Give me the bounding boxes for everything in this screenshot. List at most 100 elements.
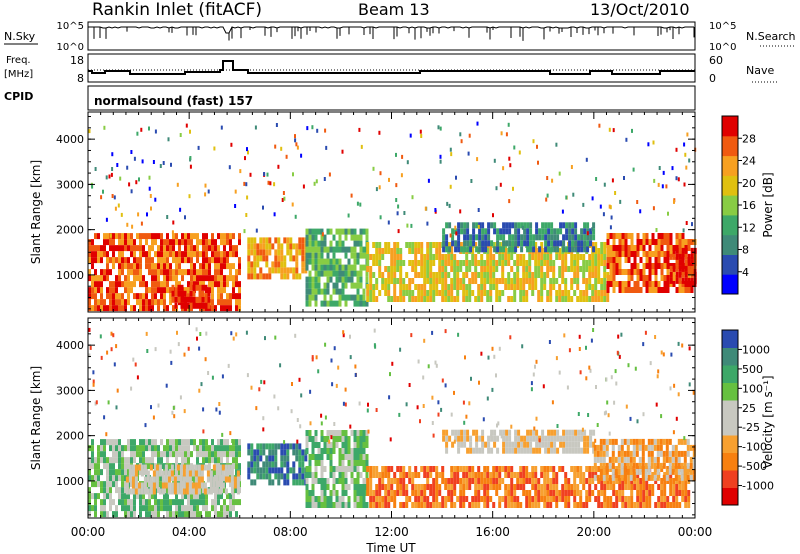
echo-cell (683, 182, 686, 187)
echo-cell (211, 293, 214, 300)
echo-cell (149, 476, 153, 483)
echo-cell (178, 511, 181, 518)
echo-cell (438, 248, 442, 254)
echo-cell (477, 496, 481, 502)
echo-cell (678, 490, 682, 496)
echo-cell (199, 281, 202, 288)
cpid-panel-frame (87, 85, 696, 111)
echo-cell (630, 484, 634, 490)
echo-cell (561, 260, 565, 266)
echo-cell (399, 296, 403, 302)
echo-cell (680, 438, 684, 445)
echo-cell (359, 252, 363, 259)
echo-cell (205, 293, 208, 300)
echo-cell (193, 505, 196, 512)
echo-cell (109, 445, 112, 452)
echo-cell (508, 447, 512, 454)
echo-cell (519, 260, 523, 266)
echo-cell (315, 355, 318, 360)
echo-cell (130, 239, 133, 246)
echo-cell (223, 287, 226, 294)
echo-cell (365, 228, 369, 235)
echo-cell (639, 484, 643, 490)
echo-cell (620, 450, 624, 457)
echo-cell (462, 502, 466, 508)
echo-cell (423, 296, 427, 302)
echo-cell (642, 342, 645, 347)
echo-cell (528, 278, 532, 284)
echo-cell (91, 493, 94, 500)
echo-cell (624, 257, 628, 263)
echo-cell (633, 263, 637, 269)
echo-cell (247, 261, 251, 268)
echo-cell (405, 496, 409, 502)
echo-cell (618, 496, 622, 502)
echo-cell (100, 487, 103, 494)
echo-cell (480, 272, 484, 278)
echo-cell (621, 233, 625, 239)
echo-cell (121, 451, 124, 458)
echo-cell (672, 502, 676, 508)
echo-cell (537, 266, 541, 272)
echo-cell (393, 278, 397, 284)
echo-cell (402, 466, 406, 472)
echo-cell (475, 429, 479, 436)
echo-cell (362, 478, 366, 484)
echo-cell (317, 478, 321, 484)
echo-cell (103, 415, 106, 420)
echo-cell (465, 272, 469, 278)
echo-cell (253, 249, 257, 256)
echo-cell (353, 490, 357, 496)
echo-cell (121, 281, 124, 288)
echo-cell (308, 252, 312, 259)
echo-cell (286, 249, 290, 256)
echo-cell (362, 466, 366, 472)
echo-cell (615, 251, 619, 257)
echo-cell (235, 463, 238, 470)
echo-cell (190, 499, 193, 506)
echo-cell (636, 419, 639, 424)
echo-cell (588, 365, 591, 370)
echo-cell (88, 487, 91, 494)
echo-cell (562, 447, 566, 454)
colorbar-swatch (722, 214, 738, 236)
x-tick-labels: 00:00 04:00 08:00 12:00 16:00 20:00 00:00 (71, 525, 713, 539)
echo-cell (663, 496, 667, 502)
echo-cell (323, 288, 327, 295)
echo-cell (305, 490, 309, 496)
echo-cell (456, 296, 460, 302)
echo-cell (207, 296, 211, 303)
echo-cell (675, 176, 678, 181)
echo-cell (576, 260, 580, 266)
echo-cell (106, 475, 109, 482)
echo-cell (367, 429, 370, 434)
echo-cell (178, 505, 181, 512)
echo-cell (493, 246, 497, 253)
echo-cell (94, 475, 97, 482)
echo-cell (211, 375, 214, 380)
echo-cell (662, 170, 665, 175)
echo-cell (445, 435, 449, 442)
echo-cell (305, 484, 309, 490)
echo-cell (217, 281, 220, 288)
echo-cell (588, 472, 592, 478)
echo-cell (588, 484, 592, 490)
echo-cell (681, 478, 685, 484)
echo-cell (127, 275, 130, 282)
echo-cell (478, 435, 482, 442)
cpid-program: normalsound (fast) 157 (94, 94, 253, 108)
echo-cell (218, 488, 222, 495)
echo-cell (229, 493, 232, 500)
echo-cell (157, 269, 160, 276)
echo-cell (188, 476, 192, 483)
echo-cell (624, 245, 628, 251)
echo-cell (471, 260, 475, 266)
echo-cell (202, 269, 205, 276)
echo-cell (486, 490, 490, 496)
echo-cell (280, 255, 284, 262)
echo-cell (454, 429, 458, 436)
echo-cell (124, 475, 127, 482)
echo-cell (119, 176, 122, 181)
echo-cell (680, 474, 684, 481)
echo-cell (369, 478, 373, 484)
